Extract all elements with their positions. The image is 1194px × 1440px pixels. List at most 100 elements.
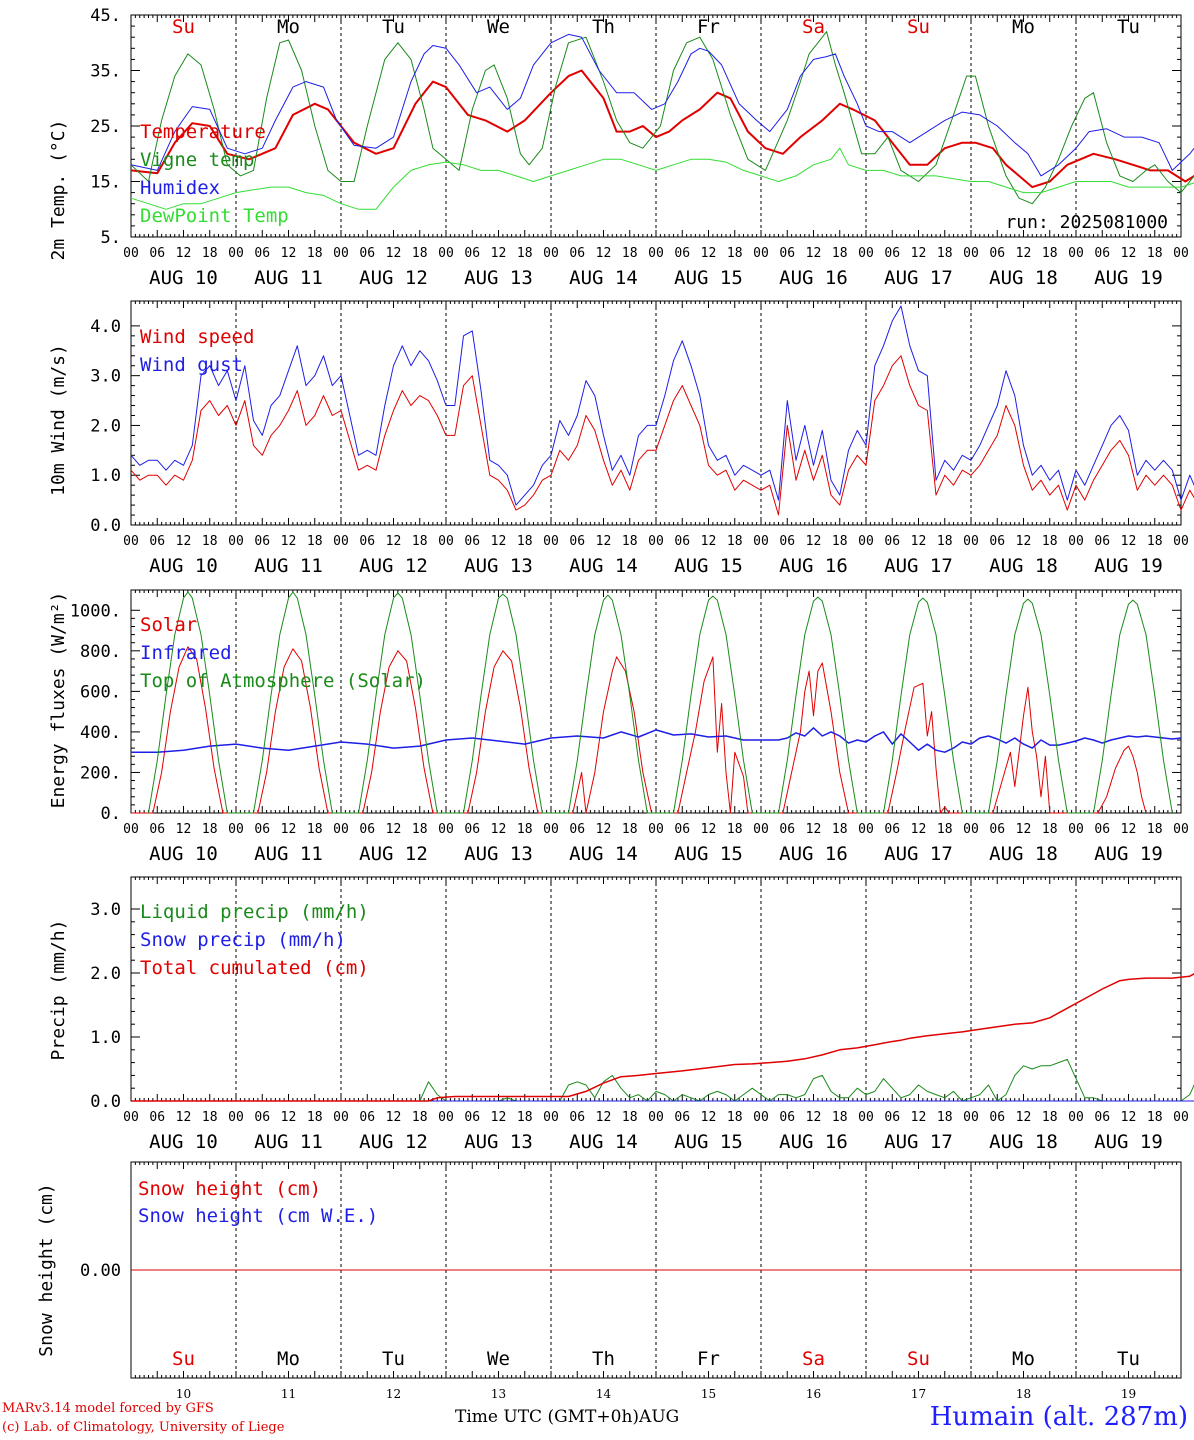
y-axis-title: Energy fluxes (W/m²) <box>48 592 69 809</box>
hour-label: 00 <box>228 246 244 261</box>
series-line <box>130 355 1194 516</box>
hour-label: 12 <box>911 246 927 261</box>
hour-label: 06 <box>674 246 690 261</box>
y-tick-label: 45. <box>90 6 121 26</box>
weekday-label-top: We <box>487 16 510 38</box>
hour-label: 12 <box>176 1110 192 1125</box>
y-tick-label: 15. <box>90 173 121 193</box>
y-tick-label: 0.0 <box>90 516 121 536</box>
hour-label: 18 <box>202 534 218 549</box>
date-label: AUG 16 <box>779 555 848 577</box>
day-number-label: 16 <box>806 1387 821 1401</box>
hour-label: 18 <box>202 1110 218 1125</box>
series-line <box>130 147 1194 210</box>
date-label: AUG 13 <box>464 843 533 865</box>
hour-label: 18 <box>937 534 953 549</box>
hour-label: 12 <box>386 246 402 261</box>
hour-label: 06 <box>779 534 795 549</box>
legend-entry: Liquid precip (mm/h) <box>140 901 369 923</box>
hour-label: 18 <box>727 822 743 837</box>
hour-label: 12 <box>176 534 192 549</box>
hour-label: 12 <box>911 822 927 837</box>
hour-label: 18 <box>412 1110 428 1125</box>
date-label: AUG 15 <box>674 555 743 577</box>
legend-entry: DewPoint Temp <box>140 205 289 227</box>
credit-line-2: (c) Lab. of Climatology, University of L… <box>2 1420 285 1435</box>
hour-label: 12 <box>701 1110 717 1125</box>
hour-label: 00 <box>123 534 139 549</box>
hour-label: 12 <box>281 534 297 549</box>
date-label: AUG 14 <box>569 267 638 289</box>
hour-label: 18 <box>307 246 323 261</box>
hour-label: 18 <box>937 1110 953 1125</box>
hour-label: 00 <box>543 534 559 549</box>
y-tick-label: 400. <box>80 723 121 743</box>
hour-label: 06 <box>359 534 375 549</box>
hour-label: 06 <box>254 822 270 837</box>
hour-label: 06 <box>464 822 480 837</box>
hour-label: 06 <box>569 246 585 261</box>
y-tick-label: 25. <box>90 117 121 137</box>
hour-label: 12 <box>1121 246 1137 261</box>
date-label: AUG 17 <box>884 555 953 577</box>
hour-label: 06 <box>359 246 375 261</box>
legend-entry: Solar <box>140 614 197 636</box>
hour-label: 12 <box>1121 822 1137 837</box>
date-label: AUG 18 <box>989 1131 1058 1153</box>
hour-label: 18 <box>622 1110 638 1125</box>
hour-label: 18 <box>412 246 428 261</box>
hour-label: 18 <box>832 822 848 837</box>
credit-line-1: MARv3.14 model forced by GFS <box>2 1401 214 1416</box>
date-label: AUG 19 <box>1094 1131 1163 1153</box>
hour-label: 06 <box>569 822 585 837</box>
date-label: AUG 10 <box>149 267 218 289</box>
date-label: AUG 17 <box>884 1131 953 1153</box>
weekday-label-top: Sa <box>802 16 825 38</box>
hour-label: 00 <box>228 822 244 837</box>
hour-label: 12 <box>806 534 822 549</box>
hour-label: 18 <box>727 534 743 549</box>
hour-label: 00 <box>963 534 979 549</box>
hour-label: 18 <box>937 246 953 261</box>
hour-label: 06 <box>674 822 690 837</box>
hour-label: 18 <box>1042 822 1058 837</box>
day-number-label: 14 <box>596 1387 612 1401</box>
hour-label: 06 <box>1094 822 1110 837</box>
hour-label: 06 <box>359 1110 375 1125</box>
hour-label: 18 <box>307 1110 323 1125</box>
weekday-label-top: Su <box>907 16 930 38</box>
hour-label: 06 <box>884 1110 900 1125</box>
date-label: AUG 16 <box>779 843 848 865</box>
series-line <box>130 305 1194 506</box>
hour-label: 12 <box>806 246 822 261</box>
hour-label: 18 <box>727 1110 743 1125</box>
date-label: AUG 13 <box>464 267 533 289</box>
weekday-label-bottom: We <box>487 1348 510 1370</box>
hour-label: 00 <box>1068 534 1084 549</box>
y-tick-label: 0.0 <box>90 1092 121 1112</box>
panel-frame <box>130 589 1182 814</box>
hour-label: 18 <box>1147 534 1163 549</box>
hour-label: 12 <box>1016 822 1032 837</box>
hour-label: 12 <box>386 822 402 837</box>
hour-label: 00 <box>1173 1110 1189 1125</box>
hour-label: 18 <box>517 822 533 837</box>
legend-entry: Humidex <box>140 177 220 199</box>
day-number-label: 15 <box>701 1387 716 1401</box>
hour-label: 06 <box>989 246 1005 261</box>
y-tick-label: 1.0 <box>90 466 121 486</box>
date-label: AUG 14 <box>569 843 638 865</box>
hour-label: 00 <box>1173 822 1189 837</box>
hour-label: 18 <box>517 534 533 549</box>
hour-label: 12 <box>1121 1110 1137 1125</box>
weekday-label-top: Mo <box>1012 16 1035 38</box>
hour-label: 12 <box>596 1110 612 1125</box>
hour-label: 18 <box>517 1110 533 1125</box>
hour-label: 00 <box>648 534 664 549</box>
hour-label: 00 <box>1173 534 1189 549</box>
hour-label: 00 <box>963 246 979 261</box>
weekday-label-top: Fr <box>697 16 720 38</box>
date-label: AUG 13 <box>464 1131 533 1153</box>
hour-label: 12 <box>491 246 507 261</box>
hour-label: 18 <box>202 246 218 261</box>
